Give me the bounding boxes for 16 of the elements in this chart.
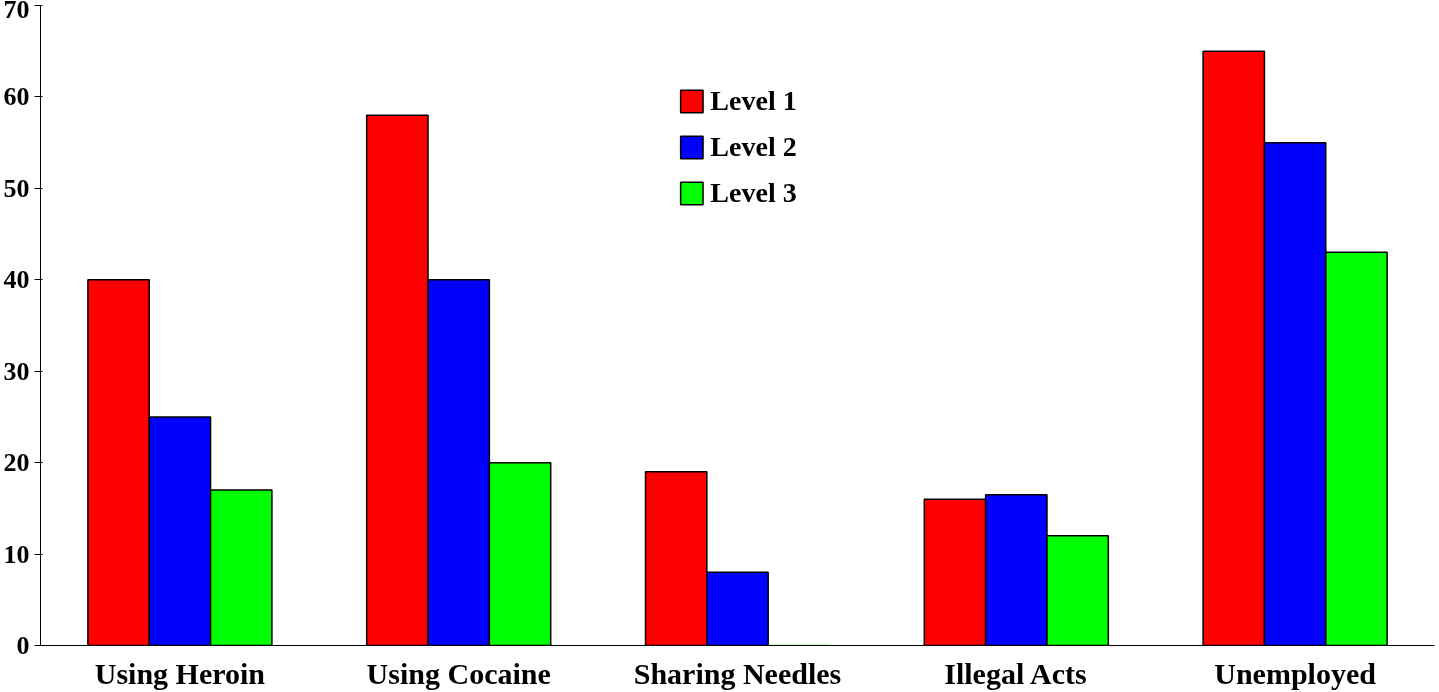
- y-tick-label: 10: [3, 539, 30, 569]
- y-tick-label: 0: [16, 631, 30, 660]
- x-tick-label: Using Cocaine: [366, 656, 551, 690]
- y-tick-label: 60: [3, 82, 30, 112]
- legend-label: Level 1: [710, 85, 797, 117]
- legend-label: Level 3: [710, 177, 797, 209]
- y-tick-label: 40: [3, 265, 30, 295]
- y-tick-label: 30: [3, 356, 30, 386]
- legend-label: Level 2: [710, 131, 797, 163]
- y-tick-label: 20: [3, 448, 30, 478]
- x-tick-label: Illegal Acts: [944, 656, 1087, 690]
- x-tick-label: Sharing Needles: [633, 656, 842, 690]
- x-tick-label: Unemployed: [1214, 656, 1377, 690]
- y-tick-label: 70: [3, 0, 30, 24]
- y-tick-label: 50: [3, 173, 30, 203]
- x-tick-label: Using Heroin: [94, 656, 266, 690]
